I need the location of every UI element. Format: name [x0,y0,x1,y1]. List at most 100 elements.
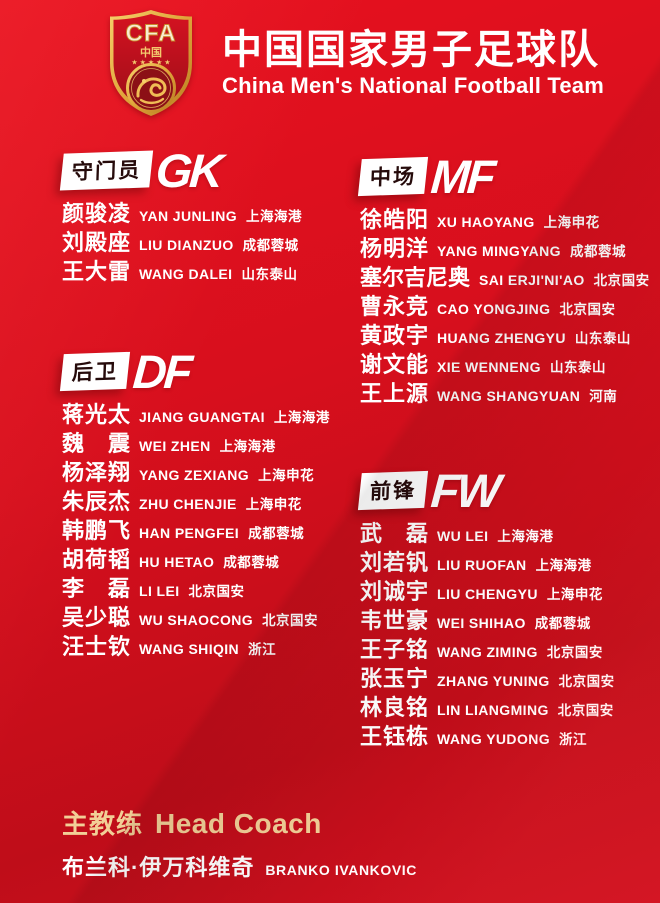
head-coach-block: 主教练 Head Coach 布兰科·伊万科维奇 BRANKO IVANKOVI… [62,804,417,882]
position-label-en: GK [154,143,223,197]
player-name-pinyin: JIANG GUANGTAI [139,409,265,425]
position-label-cn: 前锋 [357,470,429,510]
player-name-cn: 王大雷 [62,259,130,284]
player-name-pinyin: WANG YUDONG [437,731,551,747]
player-name-pinyin: WANG SHIQIN [139,641,240,657]
player-club: 浙江 [248,642,277,657]
section-df: 后卫 DF 蒋光太 JIANG GUANGTAI 上海海港魏 震 WEI ZHEN 上海… [59,345,330,661]
player-name-pinyin: YAN JUNLING [139,208,238,224]
player-name-pinyin: WANG DALEI [139,266,233,282]
section-header: 后卫 DF [59,345,330,398]
player-club: 上海海港 [219,439,276,454]
player-name-pinyin: XIE WENNENG [437,359,541,375]
player-name-pinyin: YANG MINGYANG [437,243,561,259]
section-header: 守门员 GK [59,143,302,197]
player-name-pinyin: WEI SHIHAO [437,615,526,631]
player-name-cn: 刘若钒 [360,550,428,575]
player-row: 王钰栋 WANG YUDONG 浙江 [360,722,615,751]
player-club: 上海申花 [258,468,315,483]
player-name-cn: 武 磊 [360,521,428,546]
player-club: 北京国安 [558,674,615,689]
player-list: 徐皓阳 XU HAOYANG 上海申花 杨明洋 YANG MINGYANG 成都蓉城 塞尔吉… [360,205,650,408]
cfa-logo-icon: CFA 中国 ★ ★ ★ ★ ★ [110,10,192,116]
player-row: 韩鹏飞 HAN PENGFEI 成都蓉城 [62,516,330,545]
head-coach-title-cn: 主教练 [62,809,144,839]
player-name-cn: 黄政宇 [360,323,428,348]
player-name-cn: 王上源 [360,381,428,406]
player-club: 北京国安 [559,302,616,317]
position-label-cn: 后卫 [59,351,131,391]
player-club: 浙江 [559,732,588,747]
player-club: 上海海港 [246,209,303,224]
player-name-pinyin: HUANG ZHENGYU [437,330,566,346]
svg-text:★ ★ ★ ★ ★: ★ ★ ★ ★ ★ [131,59,170,67]
player-name-pinyin: LIU CHENGYU [437,586,538,602]
player-list: 武 磊 WU LEI 上海海港 刘若钒 LIU RUOFAN 上海海港 刘诚宇 LIU CHE… [360,519,615,751]
player-club: 成都蓉城 [223,555,280,570]
player-name-cn: 吴少聪 [62,605,130,630]
player-name-pinyin: SAI ERJI'NI'AO [479,272,585,288]
player-name-cn: 蒋光太 [62,402,130,427]
player-club: 北京国安 [593,273,650,288]
player-name-pinyin: LIU DIANZUO [139,237,234,253]
player-name-cn: 汪士钦 [62,634,130,659]
player-row: 徐皓阳 XU HAOYANG 上海申花 [360,205,650,234]
player-row: 王子铭 WANG ZIMING 北京国安 [360,635,615,664]
section-fw: 前锋 FW 武 磊 WU LEI 上海海港 刘若钒 LIU RUOFAN 上海海港 刘诚宇 L… [357,464,615,751]
head-coach-title: 主教练 Head Coach [62,804,417,841]
player-club: 上海申花 [245,497,302,512]
player-row: 曹永竞 CAO YONGJING 北京国安 [360,292,650,321]
player-name-cn: 王钰栋 [360,724,428,749]
player-name-cn: 杨泽翔 [62,460,130,485]
player-row: 李 磊 LI LEI 北京国安 [62,574,330,603]
player-club: 北京国安 [557,703,614,718]
player-name-pinyin: ZHU CHENJIE [139,496,237,512]
page-subtitle: China Men's National Football Team [222,73,604,99]
player-row: 刘诚宇 LIU CHENGYU 上海申花 [360,577,615,606]
player-name-pinyin: YANG ZEXIANG [139,467,250,483]
player-row: 王上源 WANG SHANGYUAN 河南 [360,379,650,408]
player-row: 蒋光太 JIANG GUANGTAI 上海海港 [62,400,330,429]
player-name-pinyin: HAN PENGFEI [139,525,240,541]
player-row: 魏 震 WEI ZHEN 上海海港 [62,429,330,458]
player-club: 山东泰山 [574,331,631,346]
player-row: 朱辰杰 ZHU CHENJIE 上海申花 [62,487,330,516]
player-row: 韦世豪 WEI SHIHAO 成都蓉城 [360,606,615,635]
player-row: 张玉宁 ZHANG YUNING 北京国安 [360,664,615,693]
player-name-pinyin: WU LEI [437,528,489,544]
player-club: 成都蓉城 [242,238,299,253]
player-club: 成都蓉城 [569,244,626,259]
player-row: 胡荷韬 HU HETAO 成都蓉城 [62,545,330,574]
player-row: 刘殿座 LIU DIANZUO 成都蓉城 [62,228,302,257]
player-club: 山东泰山 [549,360,606,375]
player-name-cn: 林良铭 [360,695,428,720]
position-label-cn: 中场 [357,156,429,196]
player-name-pinyin: HU HETAO [139,554,215,570]
player-name-cn: 刘殿座 [62,230,130,255]
player-club: 北京国安 [546,645,603,660]
section-mf: 中场 MF 徐皓阳 XU HAOYANG 上海申花 杨明洋 YANG MINGYANG 成… [357,150,650,408]
player-name-cn: 曹永竞 [360,294,428,319]
player-row: 吴少聪 WU SHAOCONG 北京国安 [62,603,330,632]
head-coach-name-cn: 布兰科·伊万科维奇 [62,855,255,880]
player-name-pinyin: XU HAOYANG [437,214,535,230]
section-header: 中场 MF [357,150,650,203]
player-club: 上海申花 [546,587,603,602]
player-name-pinyin: LI LEI [139,583,180,599]
head-coach-name-en: BRANKO IVANKOVIC [265,862,418,878]
player-name-pinyin: ZHANG YUNING [437,673,550,689]
player-name-cn: 韦世豪 [360,608,428,633]
svg-text:中国: 中国 [140,45,162,59]
header: CFA 中国 ★ ★ ★ ★ ★ 中国国家男子足球队 China Men's N… [100,8,604,118]
player-name-pinyin: WU SHAOCONG [139,612,254,628]
player-row: 林良铭 LIN LIANGMING 北京国安 [360,693,615,722]
player-club: 山东泰山 [241,267,298,282]
player-row: 王大雷 WANG DALEI 山东泰山 [62,257,302,286]
player-name-cn: 塞尔吉尼奥 [360,265,471,290]
player-name-cn: 朱辰杰 [62,489,130,514]
player-name-cn: 刘诚宇 [360,579,428,604]
svg-text:CFA: CFA [126,20,177,47]
player-name-cn: 谢文能 [360,352,428,377]
player-name-cn: 李 磊 [62,576,130,601]
